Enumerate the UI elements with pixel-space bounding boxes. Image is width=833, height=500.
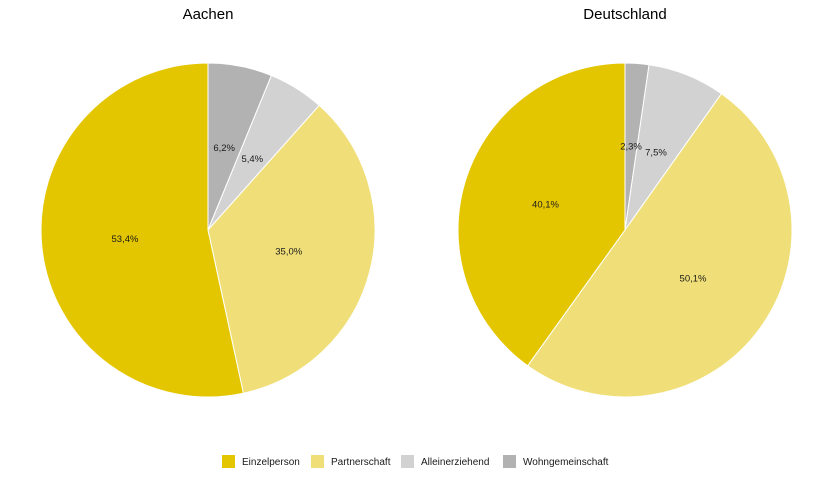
- legend-swatch-einzelperson: [222, 455, 235, 468]
- legend-label-einzelperson: Einzelperson: [242, 457, 300, 468]
- slice-label-aachen-wohngemeinschaft: 6,2%: [213, 143, 235, 154]
- legend-swatch-wohngemeinschaft: [503, 455, 516, 468]
- legend-label-wohngemeinschaft: Wohngemeinschaft: [523, 457, 609, 468]
- pie-title-deutschland: Deutschland: [583, 6, 666, 23]
- slice-label-deutschland-partnerschaft: 50,1%: [680, 273, 707, 284]
- pie-slice-aachen-partnerschaft: [207, 104, 376, 394]
- slice-label-deutschland-einzelperson: 40,1%: [532, 199, 559, 210]
- pie-slice-aachen-einzelperson: [40, 62, 244, 398]
- slice-label-aachen-alleinerziehend: 5,4%: [241, 154, 263, 165]
- slice-label-deutschland-wohngemeinschaft: 2,3%: [620, 142, 642, 153]
- legend-label-alleinerziehend: Alleinerziehend: [421, 457, 489, 468]
- pie-slice-deutschland-partnerschaft: [526, 92, 793, 398]
- legend: Einzelperson Partnerschaft Alleinerziehe…: [222, 455, 609, 468]
- legend-swatch-partnerschaft: [311, 455, 324, 468]
- pie-title-aachen: Aachen: [183, 6, 234, 23]
- slice-label-aachen-einzelperson: 53,4%: [112, 234, 139, 245]
- slice-label-aachen-partnerschaft: 35,0%: [275, 246, 302, 257]
- pie-chart-deutschland: Deutschland 2,3%7,5% 50,1% 40,1%: [457, 6, 793, 398]
- pie-chart-aachen: Aachen 6,2% 5,4% 35,0% 53,4%: [40, 6, 376, 398]
- legend-swatch-alleinerziehend: [401, 455, 414, 468]
- pie-slice-deutschland-einzelperson: [457, 62, 626, 367]
- legend-label-partnerschaft: Partnerschaft: [331, 457, 391, 468]
- slice-label-deutschland-alleinerziehend: 7,5%: [645, 147, 667, 158]
